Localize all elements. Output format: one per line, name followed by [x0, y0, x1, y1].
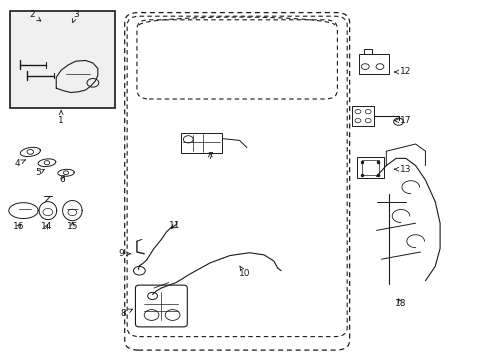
Text: 10: 10 [238, 266, 250, 278]
Bar [351, 106, 373, 126]
Bar [356, 157, 383, 178]
Text: 16: 16 [13, 222, 24, 231]
Text: 15: 15 [66, 222, 78, 231]
Text: 14: 14 [41, 222, 52, 231]
Text: 3: 3 [72, 10, 79, 23]
Text: 18: 18 [394, 299, 406, 307]
Bar [359, 54, 388, 74]
Text: 7: 7 [207, 152, 213, 161]
Text: 17: 17 [394, 116, 411, 125]
Text: 9: 9 [118, 249, 130, 258]
Text: 6: 6 [60, 175, 65, 184]
Bar [181, 133, 222, 153]
Text: 4: 4 [14, 159, 25, 168]
Bar [361, 160, 378, 175]
Text: 13: 13 [394, 165, 411, 174]
Text: 2: 2 [29, 10, 41, 21]
Text: 5: 5 [35, 168, 44, 177]
Text: 12: 12 [394, 68, 411, 77]
Bar [10, 11, 115, 108]
Text: 1: 1 [58, 111, 64, 125]
Text: 8: 8 [120, 309, 132, 318]
Text: 11: 11 [169, 220, 181, 230]
